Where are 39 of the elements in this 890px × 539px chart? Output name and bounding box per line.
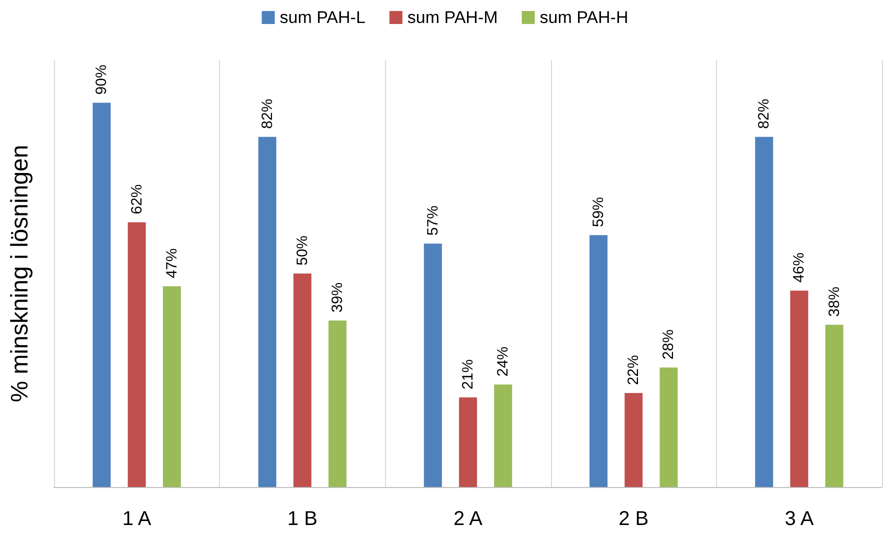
data-label: 24% bbox=[494, 346, 512, 377]
legend-label: sum PAH-L bbox=[280, 8, 366, 27]
x-tick-label: 1 A bbox=[122, 508, 152, 530]
bar bbox=[162, 286, 181, 487]
data-label: 22% bbox=[625, 355, 642, 386]
data-label: 82% bbox=[756, 98, 773, 129]
bar bbox=[459, 397, 477, 487]
data-label: 38% bbox=[826, 286, 843, 317]
x-tick-label: 2 A bbox=[454, 508, 484, 530]
bar bbox=[128, 222, 146, 487]
data-label: 82% bbox=[258, 98, 276, 129]
bar bbox=[424, 244, 442, 487]
legend-label: sum PAH-H bbox=[540, 8, 628, 27]
bar bbox=[624, 393, 643, 487]
bar bbox=[258, 136, 276, 487]
data-label: 57% bbox=[424, 206, 442, 236]
data-label: 39% bbox=[329, 282, 346, 312]
y-axis-title: % minskning i lösningen bbox=[6, 144, 34, 402]
data-label: 62% bbox=[128, 184, 146, 214]
bar bbox=[660, 367, 678, 487]
data-label: 90% bbox=[93, 64, 110, 95]
bar bbox=[293, 274, 312, 487]
bar bbox=[494, 384, 512, 487]
x-tick-label: 3 A bbox=[784, 508, 814, 530]
x-tick-label: 2 B bbox=[618, 508, 649, 530]
x-tick-label: 1 B bbox=[287, 508, 318, 530]
data-label: 50% bbox=[294, 235, 311, 266]
bar bbox=[790, 290, 808, 487]
bar bbox=[755, 136, 774, 487]
bar bbox=[825, 324, 844, 487]
data-label: 47% bbox=[163, 248, 180, 278]
data-label: 46% bbox=[790, 252, 808, 283]
data-label: 28% bbox=[660, 329, 678, 360]
bar bbox=[590, 235, 608, 487]
data-label: 21% bbox=[460, 359, 476, 390]
bar bbox=[328, 320, 346, 487]
data-label: 59% bbox=[590, 197, 607, 228]
legend-label: sum PAH-M bbox=[407, 8, 498, 27]
bar bbox=[92, 102, 111, 487]
